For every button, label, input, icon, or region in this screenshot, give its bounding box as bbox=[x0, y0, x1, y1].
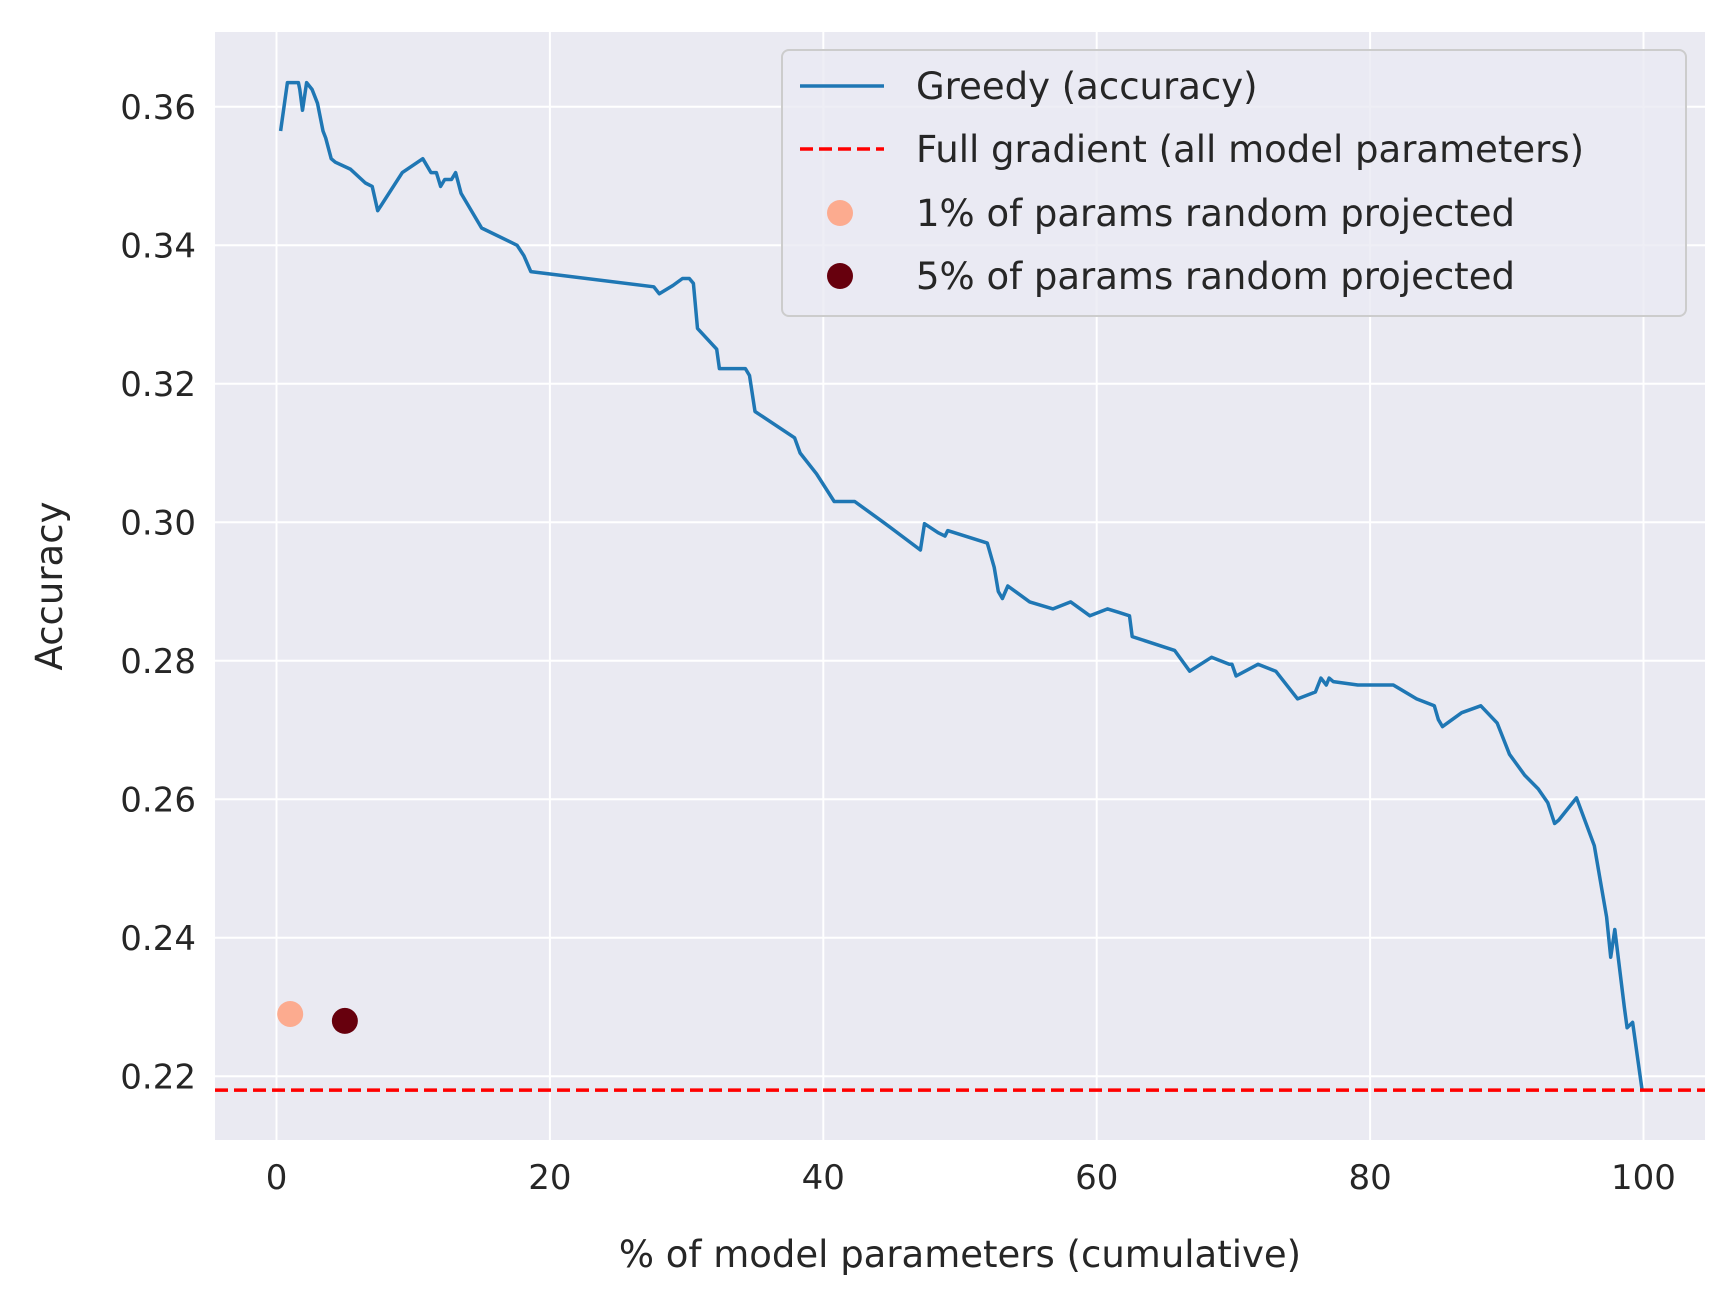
legend-label-greedy: Greedy (accuracy) bbox=[916, 65, 1258, 108]
y-tick-label: 0.34 bbox=[120, 226, 196, 266]
y-tick-label: 0.28 bbox=[120, 642, 196, 682]
legend-box bbox=[781, 49, 1687, 317]
x-axis-title: % of model parameters (cumulative) bbox=[619, 1233, 1301, 1276]
x-tick-label: 80 bbox=[1348, 1158, 1391, 1198]
y-tick-label: 0.22 bbox=[120, 1057, 196, 1097]
y-tick-label: 0.24 bbox=[120, 919, 196, 959]
legend-label-full-gradient: Full gradient (all model parameters) bbox=[916, 128, 1584, 171]
y-tick-label: 0.36 bbox=[120, 88, 196, 128]
legend-label-5pct: 5% of params random projected bbox=[916, 255, 1515, 298]
scatter-point-5pct bbox=[331, 1007, 358, 1034]
x-tick-label: 0 bbox=[266, 1158, 288, 1198]
legend-swatch-1pct-dot bbox=[827, 200, 853, 226]
scatter-point-1pct bbox=[277, 1000, 304, 1027]
x-tick-label: 40 bbox=[802, 1158, 845, 1198]
y-tick-label: 0.26 bbox=[120, 780, 196, 820]
legend-swatch-5pct-dot bbox=[827, 263, 853, 289]
legend-label-1pct: 1% of params random projected bbox=[916, 192, 1515, 235]
series-layer bbox=[215, 80, 1705, 1092]
tick-labels: 0 20 40 60 80 100 0.22 0.24 0.26 0.28 0.30 0.32 0.34… bbox=[120, 88, 1676, 1198]
y-axis-title: Accuracy bbox=[28, 502, 71, 671]
greedy-accuracy-line bbox=[278, 80, 1644, 1091]
y-tick-label: 0.30 bbox=[120, 503, 196, 543]
y-tick-label: 0.32 bbox=[120, 365, 196, 405]
x-tick-label: 100 bbox=[1611, 1158, 1676, 1198]
x-tick-label: 20 bbox=[528, 1158, 571, 1198]
x-tick-label: 60 bbox=[1075, 1158, 1118, 1198]
legend: Greedy (accuracy) Full gradient (all mod… bbox=[781, 49, 1687, 317]
